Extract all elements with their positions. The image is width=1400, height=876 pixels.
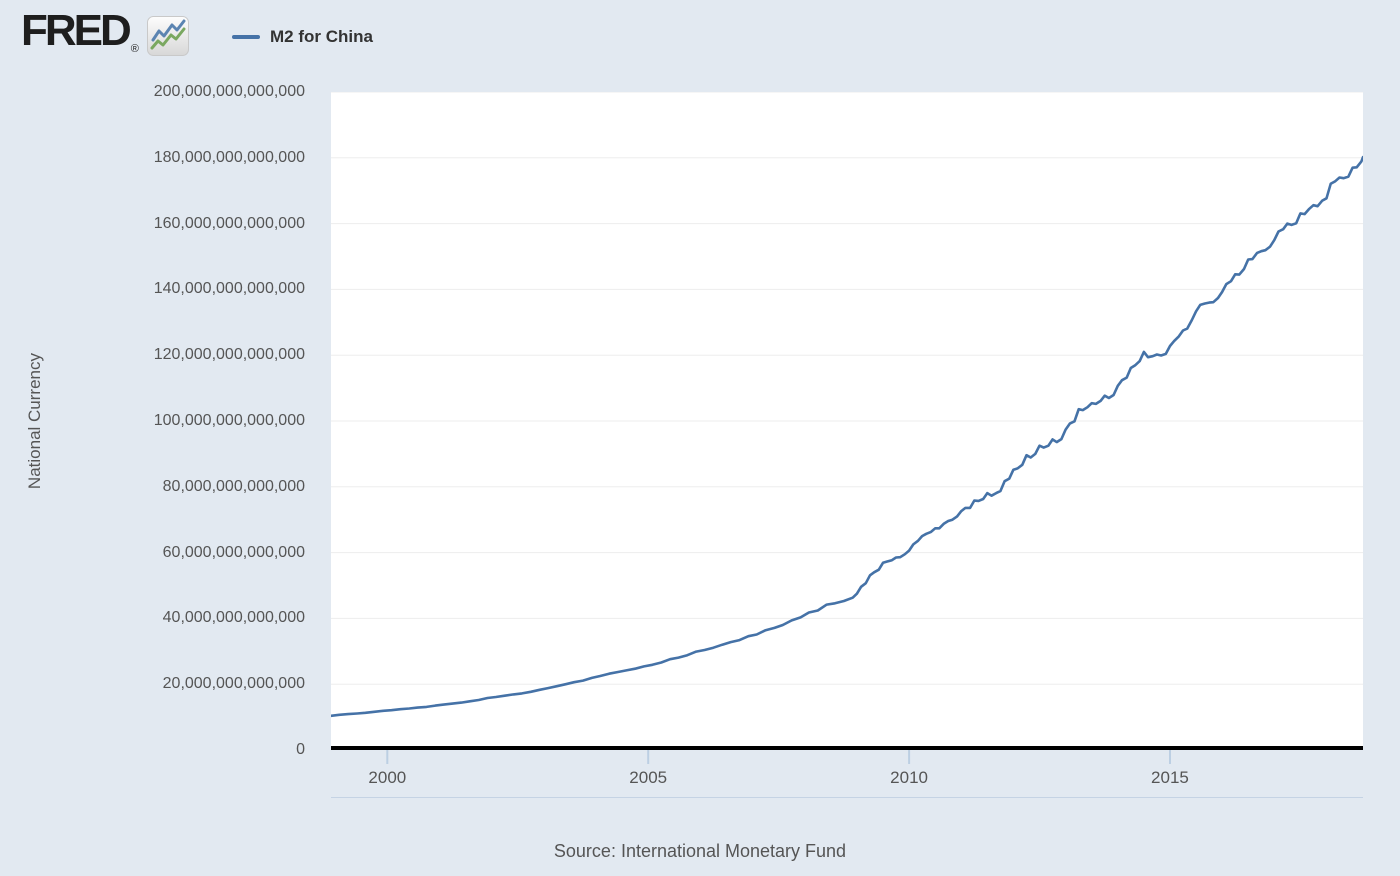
legend: M2 for China (232, 24, 373, 50)
y-axis-tick-label: 40,000,000,000,000 (162, 609, 305, 627)
series-line (331, 155, 1363, 718)
x-axis-divider-line (331, 797, 1363, 798)
y-axis-tick-label: 20,000,000,000,000 (162, 675, 305, 693)
y-axis-tick-label: 0 (296, 741, 305, 758)
y-axis-tick-label: 160,000,000,000,000 (153, 214, 305, 232)
source-text: Source: International Monetary Fund (553, 841, 847, 861)
x-axis-tick-label: 2000 (368, 768, 407, 787)
legend-series-label[interactable]: M2 for China (270, 27, 373, 46)
x-axis-tick-label: 2010 (890, 768, 928, 787)
y-axis-tick-label: 200,000,000,000,000 (153, 83, 305, 100)
y-axis-tick-label: 80,000,000,000,000 (162, 477, 305, 495)
y-axis-tick-label: 100,000,000,000,000 (153, 412, 305, 429)
fred-logo-text: FRED (21, 6, 132, 55)
line-chart-icon (146, 16, 189, 61)
y-axis-tick-label: 180,000,000,000,000 (153, 148, 305, 166)
legend-line-swatch (232, 35, 260, 39)
x-axis-tick-marks (386, 750, 1171, 764)
y-axis-tick-label: 120,000,000,000,000 (153, 346, 305, 364)
gridlines (331, 92, 1363, 685)
series-line-m2-for-china (331, 155, 1363, 718)
fred-logo[interactable]: FRED ® (21, 8, 189, 61)
x-axis-tick-label: 2015 (1151, 768, 1189, 787)
plot-area[interactable] (331, 92, 1363, 772)
registered-trademark-symbol: ® (130, 43, 139, 55)
y-axis-tick-label: 140,000,000,000,000 (153, 280, 305, 298)
x-axis-tick-label: 2005 (629, 768, 668, 787)
y-axis-tick-label: 60,000,000,000,000 (162, 543, 305, 561)
